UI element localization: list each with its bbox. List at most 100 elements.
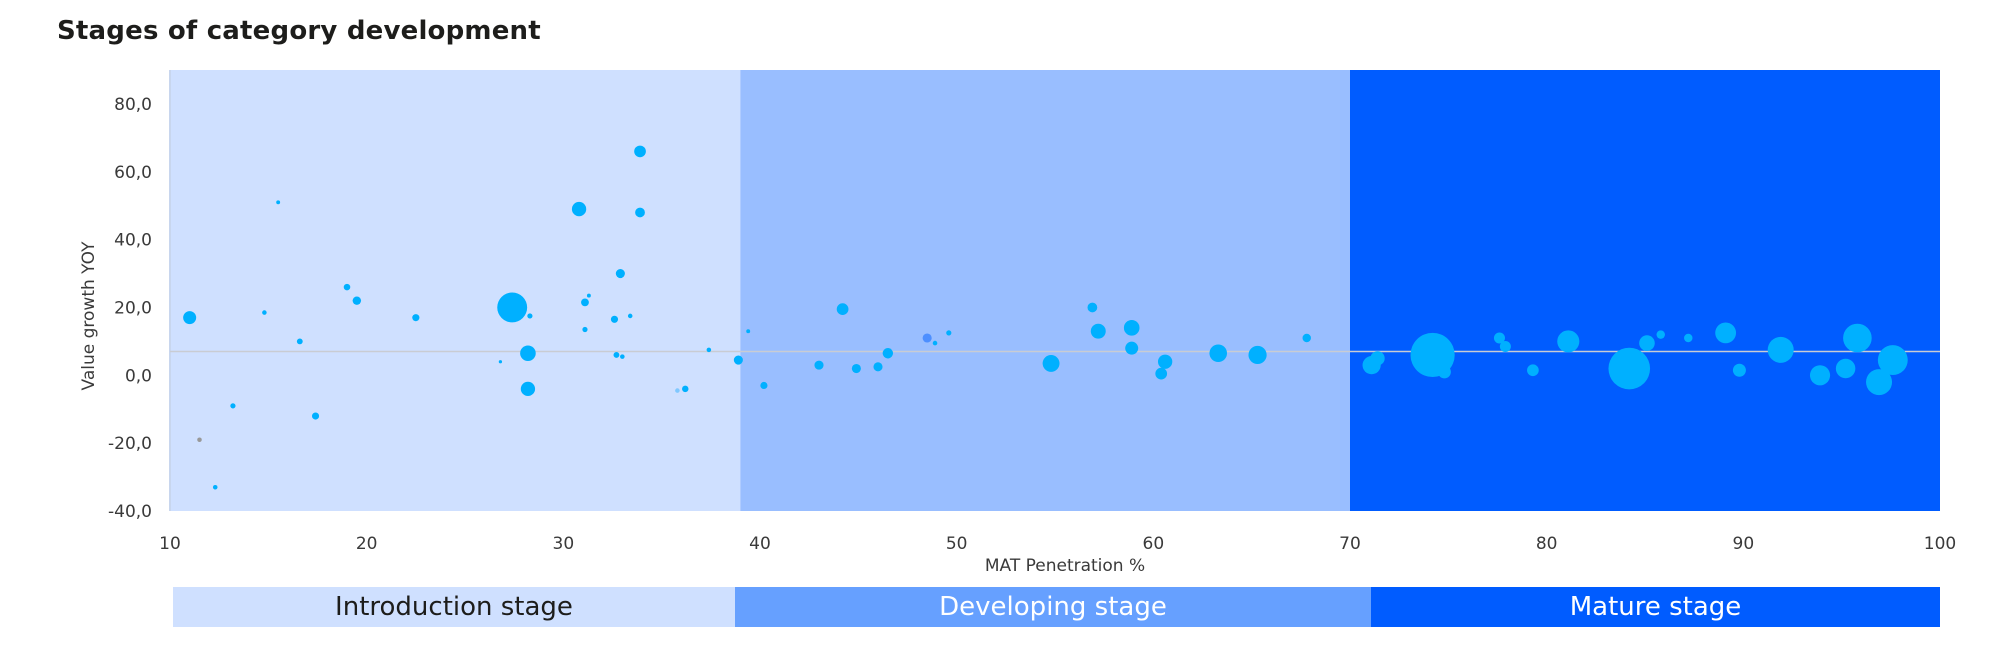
- x-tick-label: 20: [356, 534, 378, 554]
- region-1: [740, 70, 1350, 511]
- data-point: [1087, 302, 1098, 313]
- data-point: [1123, 320, 1140, 336]
- data-point: [1248, 345, 1267, 365]
- data-point: [1684, 333, 1693, 343]
- data-point: [1843, 323, 1872, 353]
- stage-label-2: Mature stage: [1371, 587, 1940, 627]
- chart-title: Stages of category development: [57, 16, 541, 46]
- data-point: [634, 145, 646, 158]
- data-point: [1715, 322, 1737, 344]
- data-point: [746, 329, 751, 334]
- data-point: [498, 360, 503, 364]
- data-point: [814, 360, 824, 370]
- data-point: [1499, 340, 1511, 352]
- data-point: [1608, 347, 1651, 390]
- data-point: [343, 283, 351, 291]
- data-point: [675, 388, 680, 393]
- data-point: [276, 200, 281, 205]
- y-tick-labels: 80,0 60,0 40,0 20,0 0,0 -20,0 -40,0: [108, 95, 152, 522]
- data-point: [1437, 365, 1451, 379]
- data-point: [615, 268, 625, 279]
- data-point: [497, 292, 528, 323]
- data-point: [571, 201, 587, 217]
- data-point: [1302, 333, 1311, 343]
- x-tick-label: 40: [749, 534, 771, 554]
- data-point: [586, 293, 591, 298]
- x-axis-label: MAT Penetration %: [985, 556, 1145, 576]
- data-point: [582, 326, 588, 333]
- stage-label-1: Developing stage: [735, 587, 1371, 627]
- data-point: [230, 403, 236, 409]
- data-point: [1732, 363, 1746, 377]
- x-tick-label: 90: [1733, 534, 1755, 554]
- data-point: [1527, 364, 1539, 377]
- data-point: [1493, 332, 1505, 344]
- x-tick-label: 10: [159, 534, 181, 554]
- data-point: [197, 437, 202, 443]
- y-tick-label: 40,0: [114, 231, 152, 251]
- data-point: [527, 313, 533, 319]
- stage-label-0: Introduction stage: [173, 587, 735, 627]
- x-tick-label: 100: [1924, 534, 1956, 554]
- x-tick-label: 50: [946, 534, 968, 554]
- y-tick-label: 0,0: [125, 366, 152, 386]
- data-point: [932, 340, 938, 346]
- data-point: [1557, 330, 1580, 353]
- x-tick-label: 60: [1143, 534, 1165, 554]
- stage-regions: [170, 70, 1940, 511]
- data-point: [1370, 351, 1385, 366]
- data-point: [733, 355, 743, 365]
- data-point: [760, 381, 768, 390]
- region-0: [170, 70, 741, 511]
- data-point: [922, 333, 932, 343]
- data-point: [946, 330, 952, 336]
- y-tick-label: 80,0: [114, 95, 152, 115]
- data-point: [1767, 336, 1794, 363]
- data-point: [882, 348, 894, 359]
- region-2: [1350, 70, 1940, 511]
- data-point: [1866, 369, 1893, 396]
- data-point: [1809, 365, 1831, 386]
- data-point: [520, 381, 536, 397]
- data-point: [520, 345, 536, 362]
- data-point: [1209, 344, 1228, 363]
- data-point: [262, 310, 267, 315]
- data-point: [1656, 330, 1665, 339]
- data-point: [183, 311, 197, 325]
- data-point: [352, 296, 362, 305]
- data-point: [212, 484, 218, 490]
- data-point: [1090, 323, 1106, 339]
- y-tick-label: -40,0: [108, 502, 152, 522]
- data-point: [682, 385, 689, 393]
- data-point: [1835, 358, 1856, 379]
- data-point: [610, 315, 619, 323]
- data-point: [836, 303, 849, 316]
- data-points: [183, 145, 1908, 490]
- data-point: [1639, 335, 1655, 351]
- x-tick-label: 30: [553, 534, 575, 554]
- data-point: [706, 347, 712, 353]
- data-point: [296, 338, 303, 345]
- data-point: [635, 207, 645, 218]
- y-tick-label: 60,0: [114, 163, 152, 183]
- data-point: [581, 298, 589, 307]
- y-axis-label: Value growth YOY: [79, 241, 99, 391]
- data-point: [627, 313, 633, 319]
- y-tick-label: 20,0: [114, 298, 152, 318]
- data-point: [1125, 341, 1139, 355]
- data-point: [613, 352, 620, 358]
- data-point: [412, 314, 420, 322]
- data-point: [1877, 345, 1908, 375]
- x-tick-label: 70: [1339, 534, 1361, 554]
- x-tick-label: 80: [1536, 534, 1558, 554]
- data-point: [1155, 367, 1168, 380]
- y-tick-label: -20,0: [108, 434, 152, 454]
- x-tick-labels: 10 20 30 40 50 60 70 80 90 100: [159, 534, 1956, 554]
- data-point: [1042, 354, 1060, 372]
- data-point: [851, 363, 861, 374]
- data-point: [1157, 354, 1173, 369]
- data-point: [620, 354, 625, 359]
- data-point: [873, 362, 883, 372]
- data-point: [311, 412, 320, 420]
